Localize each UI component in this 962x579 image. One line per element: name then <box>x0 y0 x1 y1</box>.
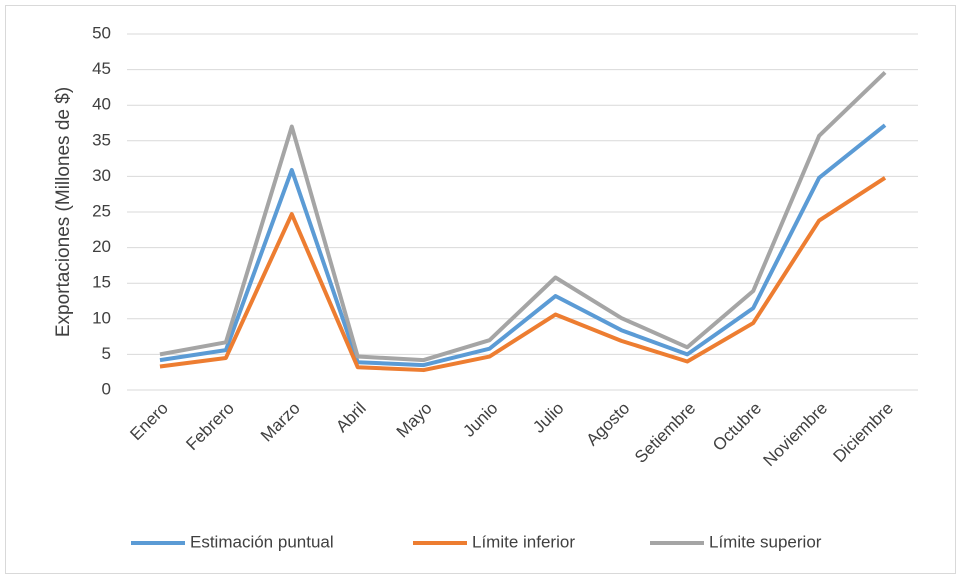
legend-label: Estimación puntual <box>190 532 334 551</box>
y-tick-label: 5 <box>102 344 111 363</box>
series-line <box>159 71 887 363</box>
y-tick-label: 50 <box>92 23 111 42</box>
y-tick-label: 25 <box>92 201 111 220</box>
chart-border <box>5 5 956 574</box>
y-tick-label: 0 <box>102 379 111 398</box>
y-tick-label: 10 <box>92 308 111 327</box>
series-line <box>159 176 887 373</box>
legend-label: Límite inferior <box>472 532 575 551</box>
y-tick-label: 30 <box>92 166 111 185</box>
y-tick-label: 45 <box>92 59 111 78</box>
y-tick-label: 35 <box>92 130 111 149</box>
y-tick-label: 40 <box>92 95 111 114</box>
y-axis-label: Exportaciones (Millones de $) <box>53 87 74 337</box>
y-tick-label: 15 <box>92 273 111 292</box>
legend-label: Límite superior <box>709 532 822 551</box>
y-tick-label: 20 <box>92 237 111 256</box>
series-line <box>159 123 887 368</box>
